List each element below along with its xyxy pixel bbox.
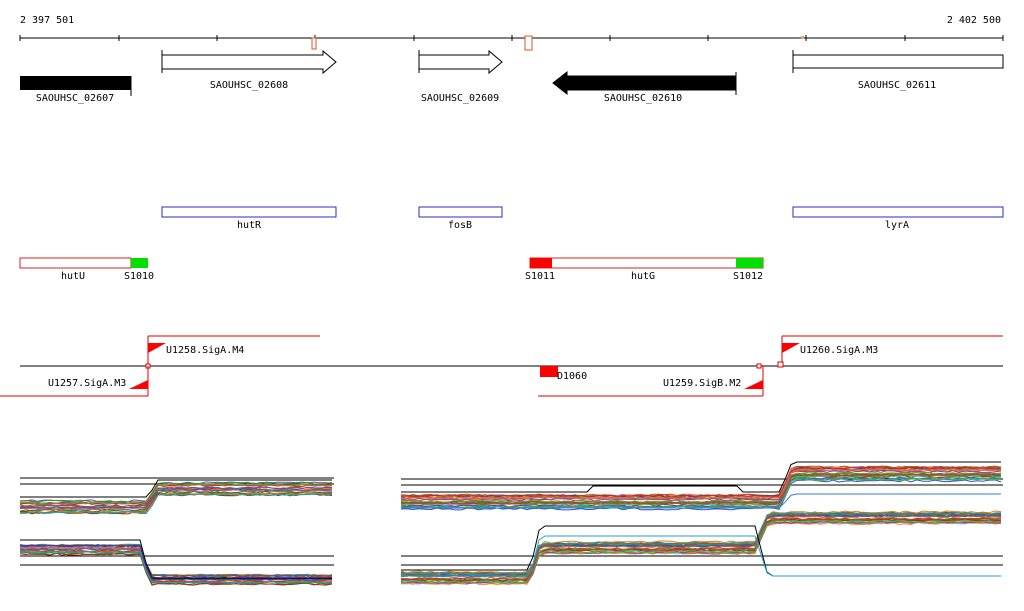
- terminator-box: [540, 366, 558, 377]
- gene-arrow[interactable]: [552, 70, 737, 96]
- expression-line: [19, 550, 333, 584]
- expression-panel: [19, 539, 334, 586]
- expression-line: [401, 517, 1002, 581]
- expression-line: [19, 552, 333, 586]
- transcript-track: hutU S1010 S1011 hutG S1012: [19, 257, 764, 282]
- expression-line: [19, 484, 333, 506]
- gene-arrow[interactable]: [792, 54, 1004, 69]
- expression-line: [20, 545, 332, 580]
- gene-arrow[interactable]: [161, 49, 337, 75]
- promoter-flag-icon: [129, 380, 148, 389]
- expression-line: [19, 481, 333, 503]
- expression-line: [19, 543, 333, 578]
- gene-label: SAOUHSC_02607: [36, 93, 114, 104]
- gene-track: SAOUHSC_02607 SAOUHSC_02608 SAOUHSC_0260…: [20, 49, 1004, 104]
- expression-line: [400, 520, 1002, 584]
- expression-line: [401, 535, 1001, 577]
- expression-line: [400, 517, 1002, 581]
- promoter-track: U1258.SigA.M4 U1257.SigA.M3 D1060 U1259.…: [0, 335, 1003, 397]
- expression-panel: [19, 477, 334, 515]
- gene-arrow[interactable]: [20, 76, 131, 90]
- transcript-start-site: [530, 258, 552, 268]
- expression-line: [400, 473, 1002, 505]
- expression-line: [19, 544, 333, 578]
- transcript-end-site: [736, 258, 763, 268]
- expression-lines: [19, 539, 333, 586]
- expression-line: [400, 512, 1002, 576]
- expression-panel: [400, 461, 1003, 511]
- gene-label: SAOUHSC_02611: [858, 80, 936, 91]
- expression-line: [400, 466, 1002, 498]
- transcript-label: hutU: [61, 271, 85, 282]
- site-label: S1011: [525, 271, 555, 282]
- expression-line: [20, 539, 332, 579]
- expression-line: [20, 479, 332, 498]
- gene-name-box[interactable]: [161, 206, 337, 218]
- transcript-end-site: [131, 258, 148, 268]
- expression-line: [400, 521, 1002, 586]
- gene-label: SAOUHSC_02610: [604, 93, 682, 104]
- expression-line: [401, 493, 1001, 509]
- gene-name-label: fosB: [448, 220, 472, 231]
- expression-line: [401, 461, 1001, 493]
- transcript-label: hutG: [631, 271, 655, 282]
- expression-lines: [400, 510, 1002, 586]
- expression-line: [20, 483, 333, 505]
- expression-line: [19, 490, 333, 513]
- site-label: S1010: [124, 271, 154, 282]
- expression-line: [19, 488, 333, 510]
- transcript-box[interactable]: [19, 257, 132, 269]
- expression-line: [400, 510, 1002, 574]
- expression-line: [400, 471, 1002, 503]
- ruler-start-label: 2 397 501: [20, 15, 74, 26]
- gene-label: SAOUHSC_02609: [421, 93, 499, 104]
- gene-name-track: hutR fosB lyrA: [161, 206, 1004, 231]
- coordinate-ruler: 2 397 501 2 402 500: [19, 15, 1004, 51]
- site-label: S1012: [733, 271, 763, 282]
- promoter-flag-icon: [782, 343, 800, 353]
- transcript-box[interactable]: [529, 257, 764, 269]
- ruler-marker: [524, 35, 533, 51]
- ruler-end-label: 2 402 500: [947, 15, 1001, 26]
- expression-line: [19, 493, 333, 515]
- expression-panel: [400, 510, 1003, 586]
- promoter-flag-icon: [148, 343, 166, 353]
- expression-line: [400, 477, 1002, 509]
- gene-label: SAOUHSC_02608: [210, 80, 288, 91]
- promoter-label[interactable]: U1259.SigB.M2: [663, 378, 741, 389]
- promoter-label[interactable]: U1257.SigA.M3: [48, 378, 126, 389]
- promoter-flag-icon: [744, 380, 763, 389]
- gene-name-box[interactable]: [418, 206, 503, 218]
- gene-arrow[interactable]: [418, 49, 503, 75]
- expression-line: [400, 468, 1002, 500]
- expression-lines: [400, 461, 1002, 511]
- gene-name-label: hutR: [237, 220, 262, 231]
- promoter-label[interactable]: U1260.SigA.M3: [800, 345, 878, 356]
- promoter-label[interactable]: D1060: [557, 371, 587, 382]
- promoter-label[interactable]: U1258.SigA.M4: [166, 345, 244, 356]
- expression-line: [19, 490, 333, 512]
- expression-lines: [19, 479, 333, 515]
- gene-name-box[interactable]: [792, 206, 1004, 218]
- ruler-marker: [311, 37, 317, 50]
- expression-line: [400, 479, 1002, 511]
- gene-name-label: lyrA: [885, 220, 909, 231]
- ruler-marker: [801, 36, 804, 39]
- expression-line: [19, 486, 333, 508]
